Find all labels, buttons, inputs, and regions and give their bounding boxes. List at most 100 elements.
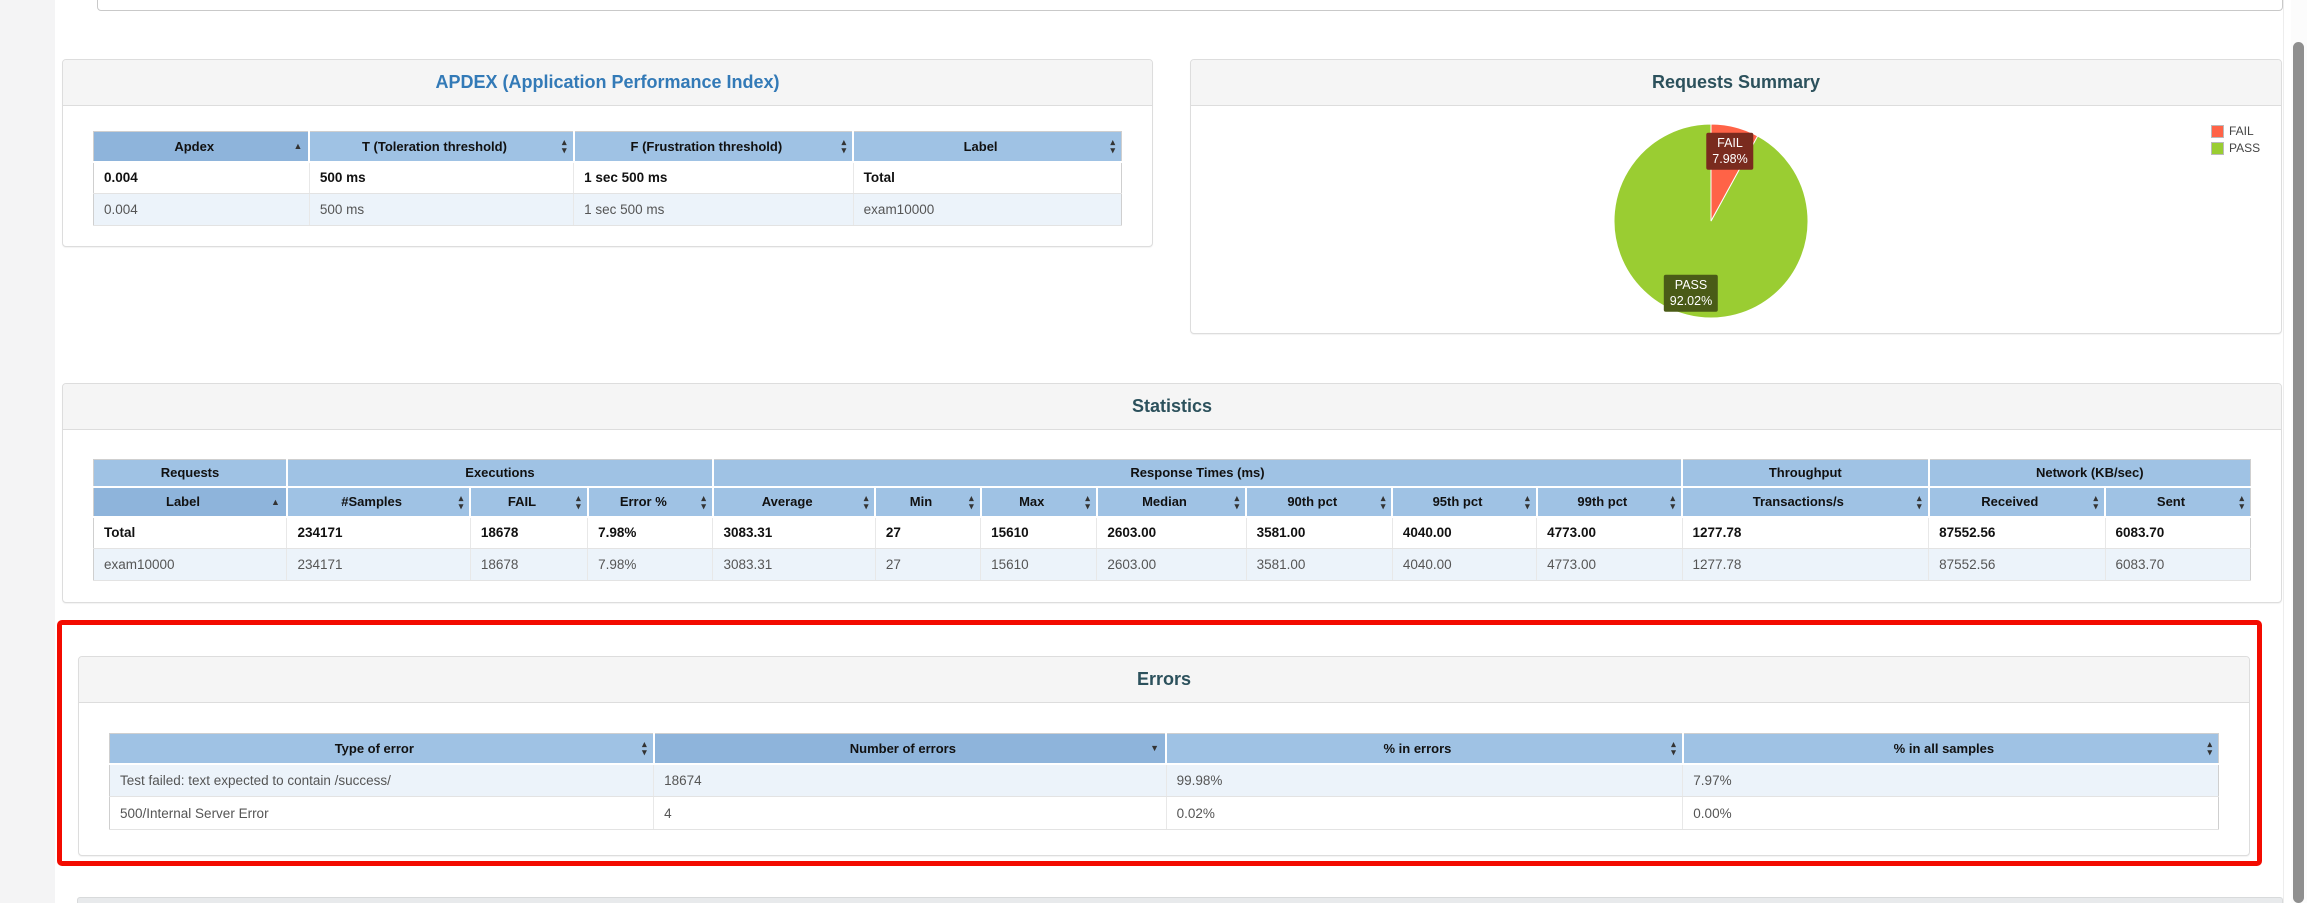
next-panel-partial [77,897,2283,903]
stats-col-label[interactable]: Label ▲ [93,486,288,518]
sort-both-icon: ▴ ▾ [2207,739,2212,758]
apdex-header-row: Apdex ▲ T (Toleration threshold) ▴ ▾ F (Fru… [93,131,1123,163]
legend-swatch-fail-icon [2211,124,2224,138]
sort-both-icon: ▴ ▾ [841,137,847,156]
apdex-col-apdex[interactable]: Apdex ▲ [93,131,311,163]
pie-legend: FAIL PASS [2211,123,2260,157]
stats-col-received[interactable]: Received ▴ ▾ [1928,486,2107,518]
apdex-panel-heading: APDEX (Application Performance Index) [63,60,1152,106]
stats-col-samples[interactable]: #Samples ▴ ▾ [286,486,472,518]
sort-both-icon: ▴ ▾ [642,739,647,758]
group-network: Network (KB/sec) [1928,459,2251,488]
sort-both-icon: ▴ ▾ [1110,137,1115,156]
page-left-gutter [0,0,55,903]
errors-title: Errors [1136,669,1192,689]
statistics-heading: Statistics [63,384,2281,430]
apdex-panel: APDEX (Application Performance Index) Ap… [62,59,1153,247]
errors-row-2: 500/Internal Server Error 4 0.02% 0.00% [109,796,2219,830]
stats-col-min[interactable]: Min ▴ ▾ [875,486,982,518]
previous-panel-partial [97,0,2283,11]
apdex-frustration: 1 sec 500 ms [573,193,854,226]
apdex-data-row: 0.004 500 ms 1 sec 500 ms exam10000 [93,193,1122,226]
statistics-total-row: Total 234171 18678 7.98% 3083.31 27 1561… [93,516,2251,549]
stats-col-90pct[interactable]: 90th pct ▴ ▾ [1246,486,1394,518]
sort-both-icon: ▴ ▾ [701,492,706,511]
statistics-data-row: exam10000 234171 18678 7.98% 3083.31 27 … [93,548,2251,581]
sort-both-icon: ▴ ▾ [458,492,464,511]
group-response-times: Response Times (ms) [712,459,1684,488]
stats-col-transactions[interactable]: Transactions/s ▴ ▾ [1682,486,1930,518]
errors-header-row: Type of error ▴ ▾ Number of errors ▼ % in e… [109,733,2219,765]
apdex-total-value: 0.004 [93,161,310,194]
statistics-panel: Statistics Requests Executions Response … [62,383,2282,603]
pie-slice-pass[interactable] [1613,123,1809,319]
pie-label-pass: PASS 92.02% [1663,274,1719,312]
errors-body: Type of error ▴ ▾ Number of errors ▼ % in e… [79,703,2249,860]
legend-item-pass: PASS [2211,140,2260,156]
stats-col-median[interactable]: Median ▴ ▾ [1096,486,1248,518]
sort-desc-icon: ▼ [1150,743,1160,754]
sort-both-icon: ▴ ▾ [1234,492,1240,511]
apdex-col-label[interactable]: Label ▴ ▾ [853,131,1123,163]
group-requests: Requests [93,459,288,488]
stats-col-sent[interactable]: Sent ▴ ▾ [2105,486,2251,518]
errors-col-number[interactable]: Number of errors ▼ [653,733,1168,765]
apdex-value: 0.004 [93,193,310,226]
sort-both-icon: ▴ ▾ [1670,492,1676,511]
apdex-col-frustration[interactable]: F (Frustration threshold) ▴ ▾ [573,131,855,163]
statistics-title: Statistics [1131,396,1213,416]
sort-both-icon: ▴ ▾ [863,492,869,511]
apdex-total-label: Total [853,161,1122,194]
errors-col-pct-errors[interactable]: % in errors ▴ ▾ [1166,733,1684,765]
stats-col-95pct[interactable]: 95th pct ▴ ▾ [1392,486,1538,518]
statistics-table: Requests Executions Response Times (ms) … [93,459,2251,581]
stats-col-error-pct[interactable]: Error % ▴ ▾ [587,486,714,518]
requests-summary-title: Requests Summary [1651,72,1821,92]
apdex-total-row: 0.004 500 ms 1 sec 500 ms Total [93,161,1122,194]
sort-both-icon: ▴ ▾ [1917,492,1922,511]
errors-panel: Errors Type of error ▴ ▾ Number of errors ▼… [78,656,2250,856]
errors-col-pct-samples[interactable]: % in all samples ▴ ▾ [1682,733,2219,765]
sort-asc-icon: ▲ [293,141,303,152]
sort-both-icon: ▴ ▾ [2239,492,2244,511]
sort-both-icon: ▴ ▾ [1085,492,1090,511]
vertical-scrollbar-thumb[interactable] [2293,42,2304,903]
errors-row-1: Test failed: text expected to contain /s… [109,763,2219,797]
stats-col-fail[interactable]: FAIL ▴ ▾ [470,486,589,518]
sort-both-icon: ▴ ▾ [1380,492,1386,511]
group-executions: Executions [286,459,714,488]
stats-col-average[interactable]: Average ▴ ▾ [712,486,877,518]
legend-swatch-pass-icon [2211,141,2224,155]
group-throughput: Throughput [1682,459,1930,488]
errors-heading: Errors [79,657,2249,703]
requests-summary-panel: Requests Summary FAIL 7.98% PASS 92.02% … [1190,59,2282,334]
apdex-panel-body: Apdex ▲ T (Toleration threshold) ▴ ▾ F (Fru… [63,106,1152,251]
apdex-total-frustration: 1 sec 500 ms [573,161,854,194]
errors-table: Type of error ▴ ▾ Number of errors ▼ % in e… [109,733,2219,830]
error-highlight-annotation-box [57,620,2262,866]
stats-col-99pct[interactable]: 99th pct ▴ ▾ [1536,486,1684,518]
legend-item-fail: FAIL [2211,123,2260,139]
sort-both-icon: ▴ ▾ [2093,492,2098,511]
statistics-header-row: Label ▲ #Samples ▴ ▾ FAIL ▴ ▾ Error % ▴ ▾ Avera… [93,486,2251,518]
errors-col-type[interactable]: Type of error ▴ ▾ [109,733,655,765]
content-right-border [2283,0,2284,903]
requests-summary-heading: Requests Summary [1191,60,2281,106]
stats-col-max[interactable]: Max ▴ ▾ [980,486,1098,518]
sort-both-icon: ▴ ▾ [1671,739,1676,758]
sort-both-icon: ▴ ▾ [1525,492,1530,511]
sort-both-icon: ▴ ▾ [576,492,581,511]
apdex-col-toleration[interactable]: T (Toleration threshold) ▴ ▾ [309,131,575,163]
apdex-label: exam10000 [853,193,1122,226]
sort-both-icon: ▴ ▾ [969,492,974,511]
sort-asc-icon: ▲ [271,496,280,507]
apdex-table: Apdex ▲ T (Toleration threshold) ▴ ▾ F (Fru… [93,131,1123,226]
pie-label-fail: FAIL 7.98% [1706,132,1754,170]
statistics-group-header-row: Requests Executions Response Times (ms) … [93,459,2251,488]
vertical-scrollbar-track[interactable] [2291,0,2307,903]
apdex-total-toleration: 500 ms [309,161,575,194]
statistics-body: Requests Executions Response Times (ms) … [63,430,2281,610]
sort-both-icon: ▴ ▾ [562,137,567,156]
apdex-panel-title[interactable]: APDEX (Application Performance Index) [435,72,780,92]
apdex-toleration: 500 ms [309,193,575,226]
